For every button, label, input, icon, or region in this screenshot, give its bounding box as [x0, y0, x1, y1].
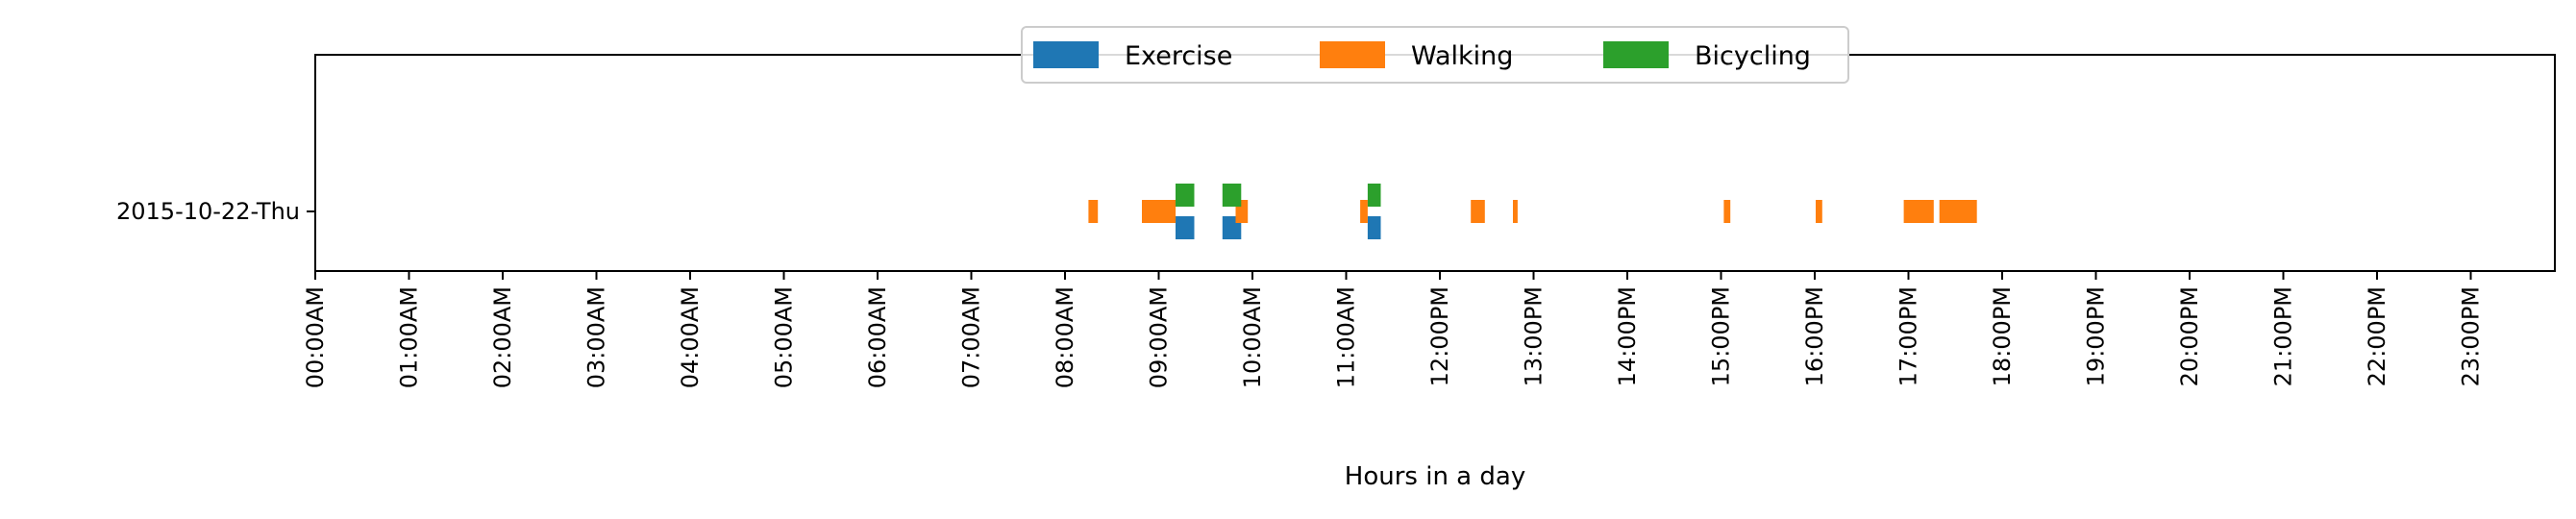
x-tick-label: 09:00AM	[1146, 286, 1173, 388]
y-tick-label: 2015-10-22-Thu	[116, 198, 300, 225]
x-axis: 00:00AM 01:00AM 02:00AM 03:00AM 04:00AM 05:00…	[302, 271, 2485, 388]
legend-label-walking: Walking	[1411, 41, 1513, 71]
bar-walking-1	[1142, 200, 1177, 223]
bar-walking-8	[1903, 200, 1934, 223]
x-tick-label: 17:00PM	[1895, 286, 1922, 386]
x-axis-label: Hours in a day	[1345, 462, 1525, 491]
x-tick-label: 18:00PM	[1989, 286, 2016, 386]
x-tick-label: 07:00AM	[958, 286, 985, 388]
legend-box	[1021, 26, 1849, 84]
x-tick-label: 11:00AM	[1333, 286, 1360, 388]
bar-walking-7	[1816, 200, 1822, 223]
plot-frame	[314, 54, 2556, 272]
bar-bicycling-0	[1176, 184, 1195, 207]
legend-swatch-bicycling	[1603, 41, 1669, 68]
bar-exercise-0	[1176, 216, 1195, 239]
x-tick-label: 12:00PM	[1426, 286, 1453, 386]
x-tick-label: 05:00AM	[771, 286, 798, 388]
x-tick-label: 03:00AM	[583, 286, 610, 388]
x-tick-label: 22:00PM	[2364, 286, 2390, 386]
x-tick-label: 10:00AM	[1239, 286, 1266, 388]
bars-layer	[1088, 184, 1977, 239]
x-tick-label: 23:00PM	[2458, 286, 2485, 386]
x-tick-label: 20:00PM	[2176, 286, 2203, 386]
bar-walking-0	[1088, 200, 1099, 223]
x-tick-label: 21:00PM	[2270, 286, 2297, 386]
legend-label-bicycling: Bicycling	[1695, 41, 1811, 71]
x-tick-label: 16:00PM	[1801, 286, 1828, 386]
legend-swatch-walking	[1320, 41, 1385, 68]
bar-exercise-2	[1367, 216, 1381, 239]
legend-label-exercise: Exercise	[1125, 41, 1232, 71]
bar-walking-5	[1513, 200, 1518, 223]
bar-walking-3	[1360, 200, 1368, 223]
x-tick-label: 01:00AM	[396, 286, 423, 388]
x-tick-label: 13:00PM	[1521, 286, 1548, 386]
x-tick-label: 00:00AM	[302, 286, 329, 388]
bar-bicycling-1	[1222, 184, 1242, 207]
bar-walking-9	[1939, 200, 1977, 223]
x-tick-label: 02:00AM	[489, 286, 516, 388]
bar-bicycling-2	[1367, 184, 1381, 207]
x-tick-label: 14:00PM	[1614, 286, 1641, 386]
bar-walking-6	[1723, 200, 1731, 223]
x-tick-label: 08:00AM	[1052, 286, 1078, 388]
y-axis: 2015-10-22-Thu	[116, 198, 315, 225]
legend-swatch-exercise	[1033, 41, 1099, 68]
x-tick-label: 04:00AM	[677, 286, 704, 388]
x-tick-label: 19:00PM	[2083, 286, 2110, 386]
legend: Exercise Walking Bicycling	[1021, 26, 1849, 84]
x-tick-label: 06:00AM	[864, 286, 891, 388]
x-tick-label: 15:00PM	[1708, 286, 1735, 386]
bar-walking-4	[1471, 200, 1485, 223]
